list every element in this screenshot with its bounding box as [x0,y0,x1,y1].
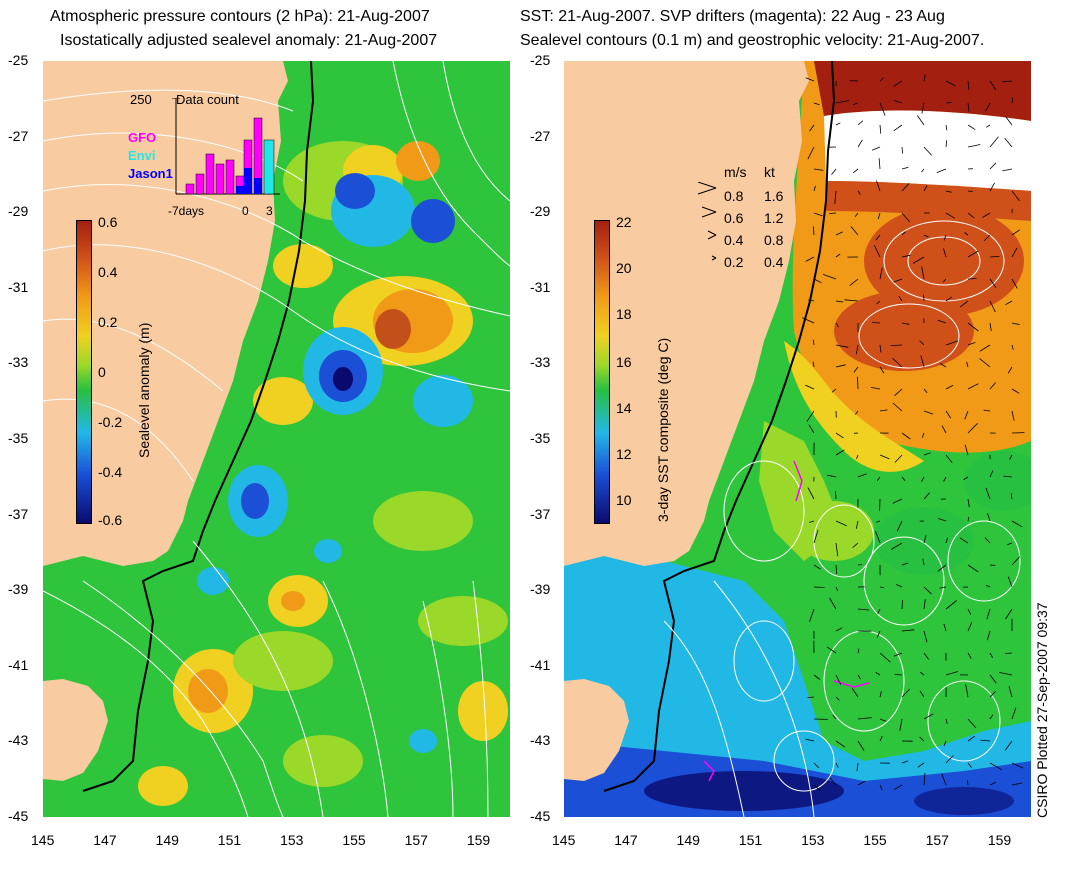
velocity-legend-kt-1: 1.2 [764,210,784,226]
sst-map-svg [564,61,1031,817]
sst-shelf-line [603,61,836,792]
right-lat-tick-2: -29 [530,203,551,220]
left-lon-tick-3: 151 [217,832,242,848]
inset-axis-label-start: -7days [168,204,205,218]
right-lat-tick-8: -41 [530,656,551,673]
velocity-legend-kt-0: 1.6 [764,188,784,204]
sealevel-anomaly-patches [138,141,508,806]
sst-cbar-tick-4: 14 [616,400,632,416]
right-title-line1: SST: 21-Aug-2007. SVP drifters (magenta)… [520,8,945,25]
left-lat-tick-8: -41 [8,656,29,673]
right-lat-tick-10: -45 [530,808,551,824]
inset-legend-gfo: GFO [128,130,157,145]
left-title-line1: Atmospheric pressure contours (2 hPa): 2… [50,8,430,25]
right-lon-tick-1: 147 [614,832,638,848]
right-lat-tick-0: -25 [530,52,551,68]
velocity-legend-header-kt: kt [764,164,775,180]
right-lon-tick-2: 149 [676,832,700,848]
velocity-legend-ms-1: 0.6 [724,210,744,226]
sst-colorbar [594,220,610,524]
sst-cbar-tick-1: 20 [616,260,632,276]
sealevel-cbar-tick-6: -0.6 [98,512,123,528]
sealevel-cbar-tick-1: 0.4 [98,264,118,280]
right-lon-tick-6: 157 [925,832,949,848]
left-lat-tick-1: -27 [8,127,29,144]
right-lat-tick-9: -43 [530,732,551,749]
sealevel-low-patches [197,173,473,753]
geostrophic-velocity-vectors [802,74,1025,791]
data-count-inset: 250 Data count GFO Envi Jason1 -7days 0 … [120,86,300,226]
right-lon-tick-4: 153 [801,832,825,848]
sealevel-cbar-tick-5: -0.4 [98,464,123,480]
right-lon-tick-0: 145 [552,832,576,848]
sst-sealevel-contours [663,220,1021,817]
velocity-legend-ms-0: 0.8 [724,188,744,204]
pressure-contours [43,61,510,817]
sst-cbar-tick-5: 12 [616,446,632,462]
left-lon-tick-1: 147 [93,832,117,848]
left-lon-tick-2: 149 [155,832,179,848]
sealevel-cbar-tick-4: -0.2 [98,414,123,430]
left-lon-tick-4: 153 [280,832,304,848]
velocity-legend: m/s kt 0.8 1.6 0.6 1.2 0.4 0.8 0.2 0.4 [690,164,800,274]
right-lat-tick-5: -35 [530,430,551,446]
inset-count-label: 250 [130,92,152,107]
velocity-legend-kt-3: 0.4 [764,254,784,270]
plotted-stamp: CSIRO Plotted 27-Sep-2007 09:37 [1034,602,1050,818]
sealevel-cbar-tick-0: 0.6 [98,214,118,230]
left-lat-tick-4: -33 [8,354,29,371]
left-lat-tick-7: -39 [8,581,29,598]
velocity-arrows [697,182,717,261]
sst-cbar-tick-0: 22 [616,214,632,230]
sst-temperature-patches [564,61,1031,817]
left-lat-tick-0: -25 [8,52,29,68]
right-lon-tick-7: 159 [987,832,1012,848]
sealevel-colorbar [76,220,92,524]
left-lat-tick-6: -37 [8,505,29,522]
left-lon-tick-0: 145 [31,832,55,848]
sst-tasmania [564,679,629,781]
right-title-line2: Sealevel contours (0.1 m) and geostrophi… [520,32,985,49]
drifter-tracks [703,460,870,782]
sealevel-colorbar-label: Sealevel anomaly (m) [136,322,152,458]
sst-map [564,61,1031,817]
left-title-line2: Isostatically adjusted sealevel anomaly:… [60,32,438,49]
shelf-line [82,61,315,792]
sealevel-cbar-tick-3: 0 [98,364,106,380]
left-lat-tick-9: -43 [8,732,29,749]
inset-axis-label-zero: 0 [242,204,249,218]
right-lat-tick-4: -33 [530,354,551,371]
sst-colorbar-label: 3-day SST composite (deg C) [655,337,671,522]
inset-legend-jason1: Jason1 [128,166,173,181]
right-lon-tick-3: 151 [738,832,763,848]
inset-histogram [172,98,280,195]
velocity-legend-ms-3: 0.2 [724,254,744,270]
inset-legend-envi: Envi [128,148,156,163]
sst-cbar-tick-3: 16 [616,354,632,370]
right-lat-tick-6: -37 [530,505,551,522]
inset-title: Data count [176,92,239,107]
left-lat-tick-2: -29 [8,203,29,220]
left-lon-tick-7: 159 [466,832,491,848]
sst-cbar-tick-2: 18 [616,306,632,322]
left-lat-tick-5: -35 [8,430,29,446]
sst-cbar-tick-6: 10 [616,492,632,508]
velocity-legend-kt-2: 0.8 [764,232,784,248]
right-lat-tick-3: -31 [530,278,551,295]
sealevel-cbar-tick-2: 0.2 [98,314,118,330]
left-lon-tick-5: 155 [342,832,366,848]
sst-australia-mainland [564,61,809,566]
right-lat-tick-7: -39 [530,581,551,598]
inset-axis-label-end: 3 [266,204,273,218]
right-lat-tick-1: -27 [530,127,551,144]
left-lon-tick-6: 157 [404,832,428,848]
velocity-legend-header-ms: m/s [724,164,747,180]
left-lat-tick-10: -45 [8,808,29,824]
right-lon-tick-5: 155 [863,832,887,848]
left-lat-tick-3: -31 [8,278,29,295]
tasmania [43,679,108,781]
velocity-legend-ms-2: 0.4 [724,232,744,248]
